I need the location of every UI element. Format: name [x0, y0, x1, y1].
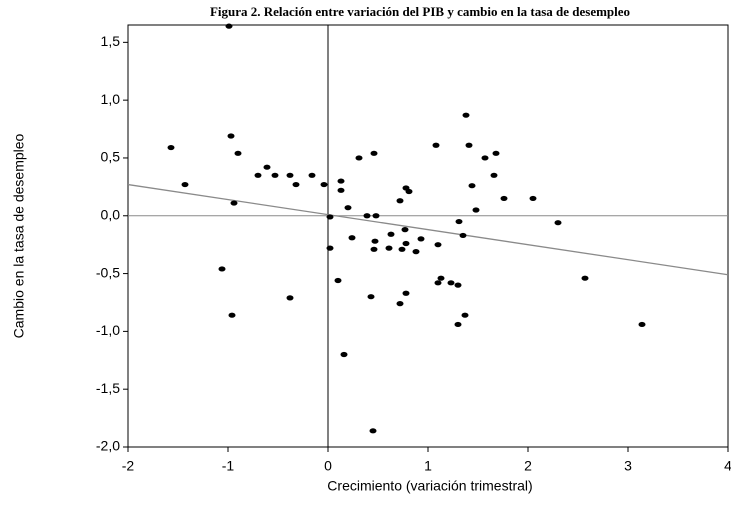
point [412, 249, 420, 255]
point [370, 150, 378, 156]
point [405, 188, 413, 195]
point [286, 172, 294, 178]
regression-line [127, 183, 729, 276]
point [401, 227, 409, 233]
point [398, 246, 406, 252]
point [344, 205, 352, 211]
point [334, 277, 342, 284]
point [271, 172, 279, 178]
y-tick-label: 1,0 [101, 91, 121, 107]
point [455, 218, 463, 225]
point [468, 183, 476, 189]
point [581, 275, 589, 281]
point [396, 301, 404, 307]
point [263, 164, 271, 170]
point [472, 207, 480, 213]
point [326, 245, 334, 251]
y-tick-label: 0,5 [101, 149, 121, 165]
x-tick-label: -1 [222, 458, 235, 474]
point [369, 428, 377, 434]
x-tick-label: 0 [324, 458, 332, 474]
x-tick-label: 3 [624, 458, 632, 474]
point [454, 321, 462, 328]
point [447, 280, 455, 286]
point [355, 155, 363, 161]
point [340, 351, 348, 358]
point [363, 213, 371, 219]
point [371, 238, 379, 244]
point [490, 172, 498, 178]
point [396, 198, 404, 204]
point [254, 172, 262, 178]
x-tick-label: -2 [122, 458, 135, 474]
y-tick-label: 0,0 [101, 206, 121, 222]
x-tick-label: 1 [424, 458, 432, 474]
point [225, 23, 233, 29]
point [402, 290, 410, 296]
point [638, 321, 646, 328]
y-tick-label: 1,5 [101, 33, 121, 49]
point [454, 282, 462, 288]
point [167, 144, 175, 151]
y-tick-label: -1,0 [96, 322, 120, 338]
point [234, 150, 242, 156]
point [465, 142, 473, 148]
y-tick-label: -1,5 [96, 380, 120, 396]
point [367, 294, 375, 300]
point [402, 240, 410, 247]
point [292, 181, 300, 188]
chart-title: Figura 2. Relación entre variación del P… [210, 4, 630, 19]
point [286, 295, 294, 301]
point [230, 200, 238, 206]
point [337, 187, 345, 193]
plot-frame [127, 24, 729, 448]
point [492, 150, 500, 156]
x-axis-label: Crecimiento (variación trimestral) [327, 478, 532, 494]
point [372, 213, 380, 219]
point [337, 178, 345, 184]
point [434, 242, 442, 248]
point [385, 245, 393, 251]
point [481, 155, 489, 161]
point [326, 214, 334, 220]
x-tick-label: 2 [524, 458, 532, 474]
point [529, 195, 537, 202]
point [227, 133, 235, 139]
point [308, 172, 316, 178]
point [437, 275, 445, 281]
point [500, 195, 508, 202]
point [462, 112, 470, 118]
point [432, 142, 440, 148]
point [554, 220, 562, 226]
point [320, 181, 328, 188]
point [228, 312, 236, 318]
y-axis-label: Cambio en la tasa de desempleo [11, 133, 27, 338]
point [181, 181, 189, 188]
point [459, 232, 467, 239]
point [434, 280, 442, 286]
point [370, 246, 378, 252]
point [417, 236, 425, 242]
point [461, 312, 469, 318]
point [218, 266, 226, 272]
x-tick-label: 4 [724, 458, 731, 474]
point [387, 231, 395, 237]
point [348, 235, 356, 241]
y-tick-label: -0,5 [96, 264, 120, 280]
y-tick-label: -2,0 [96, 438, 120, 454]
